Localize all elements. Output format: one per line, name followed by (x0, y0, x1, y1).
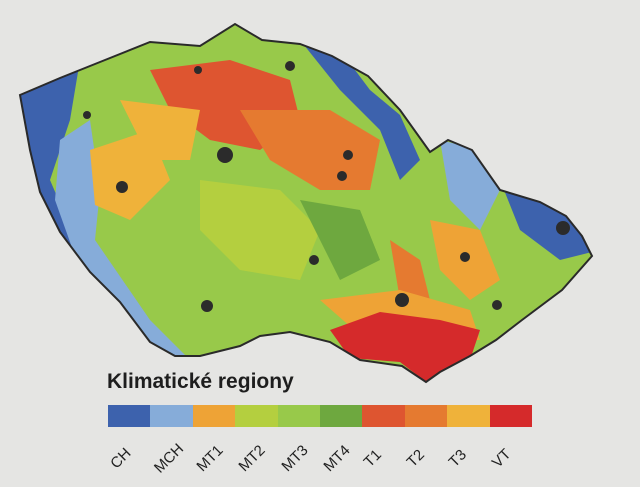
region-mt4 (300, 200, 380, 280)
city-ostrava (556, 221, 570, 235)
legend-label-mt3: MT3 (277, 441, 312, 476)
city-jihlava (309, 255, 319, 265)
region-t3-north (120, 100, 200, 160)
city-praha (217, 147, 233, 163)
city-karlovy-vary (83, 111, 91, 119)
legend-label-mt1: MT1 (193, 441, 227, 476)
legend-swatch-ch (108, 405, 151, 427)
legend-swatch-t3 (447, 405, 490, 427)
city-plzen (116, 181, 128, 193)
legend-label-t2: T2 (403, 446, 428, 471)
city-pardubice (337, 171, 347, 181)
legend-swatch-mch (150, 405, 193, 427)
city-olomouc (460, 252, 470, 262)
legend-label-ch: CH (107, 444, 135, 473)
region-vt (330, 312, 480, 382)
region-mch-west (55, 120, 190, 360)
legend-title: Klimatické regiony (107, 370, 294, 393)
region-mt2 (200, 180, 320, 280)
legend-swatch-mt3 (277, 405, 321, 427)
legend-swatch-mt1 (192, 405, 236, 427)
legend-swatch-mt4 (320, 405, 363, 427)
region-ch-north (300, 40, 420, 180)
legend-label-t1: T1 (360, 446, 386, 471)
region-t2-labe (240, 110, 380, 190)
city-usti (194, 66, 202, 74)
city-ceske-budejovice (201, 300, 213, 312)
legend-label-mch: MCH (151, 440, 188, 477)
region-t2-south (390, 240, 430, 300)
legend-labels: CH MCH MT1 MT2 MT3 MT4 T1 T2 T3 VT (107, 432, 532, 482)
legend-label-mt2: MT2 (235, 441, 269, 476)
legend-swatch-t2 (404, 405, 448, 427)
legend-swatch-vt (489, 405, 533, 427)
region-ch-east (500, 180, 592, 260)
city-brno (395, 293, 409, 307)
city-zlin (492, 300, 502, 310)
legend-label-vt: VT (488, 445, 514, 472)
legend-color-bar (108, 405, 533, 427)
legend-swatch-mt2 (235, 405, 278, 427)
legend-label-mt4: MT4 (320, 441, 354, 476)
legend-label-t3: T3 (445, 446, 471, 471)
city-liberec (285, 61, 295, 71)
cities (83, 61, 570, 312)
legend-swatch-t1 (362, 405, 405, 427)
city-hradec-kralove (343, 150, 353, 160)
